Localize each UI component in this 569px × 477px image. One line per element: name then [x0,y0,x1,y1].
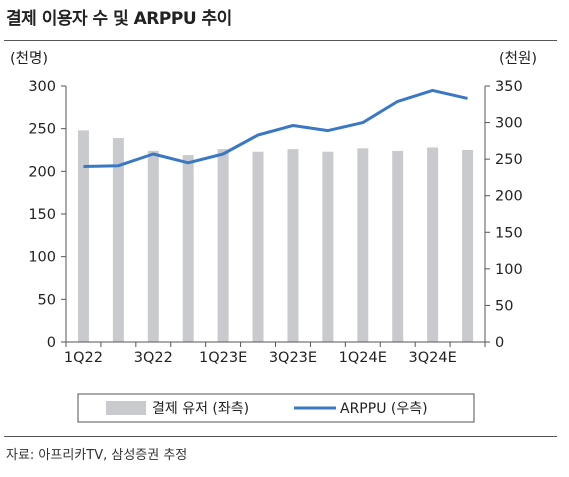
y-right-tick-label: 0 [495,335,504,351]
bar [147,150,159,342]
y-left-unit-label: (천명) [10,50,48,67]
y-left-tick-label: 150 [28,207,56,223]
x-tick-label: 1Q22 [64,350,103,366]
y-left-tick-label: 0 [47,335,56,351]
bar [392,150,404,342]
line-series [83,88,468,168]
y-right-tick-label: 250 [495,152,523,168]
y-left-ticks: 0 50 100 150 200 250 300 [28,79,66,351]
legend: 결제 유저 (좌측) ARPPU (우측) [77,393,475,423]
source-divider [4,436,557,437]
bar [217,149,229,342]
y-left-tick-label: 50 [38,292,56,308]
y-right-tick-label: 200 [495,189,523,205]
bar [357,148,369,342]
bar [287,149,299,342]
legend-bar-label: 결제 유저 (좌측) [152,401,249,417]
y-right-unit-label: (천원) [499,50,537,67]
legend-frame [77,393,475,423]
bar [182,155,194,342]
bar [322,151,334,342]
x-tick-label: 3Q22 [134,350,173,366]
axes [65,86,486,343]
x-tick-label: 3Q23E [269,350,317,366]
y-right-tick-label: 100 [495,262,523,278]
y-right-tick-label: 50 [495,298,513,314]
title-divider [4,40,557,41]
bar [252,151,264,342]
y-left-tick-label: 100 [28,250,56,266]
bar-series [77,130,474,342]
y-right-tick-label: 350 [495,79,523,95]
bar [462,150,474,342]
bar [77,130,89,342]
legend-bar-swatch [106,401,146,415]
arppu-line [83,88,468,168]
y-left-tick-label: 200 [28,164,56,180]
y-right-ticks: 0 50 100 150 200 250 300 350 [485,79,523,351]
bar [112,138,124,342]
y-left-tick-label: 250 [28,122,56,138]
y-right-tick-label: 150 [495,225,523,241]
y-right-tick-label: 300 [495,116,523,132]
chart-title: 결제 이용자 수 및 ARPPU 추이 [6,9,232,29]
x-tick-label: 3Q24E [408,350,456,366]
x-tick-label: 1Q24E [339,350,387,366]
y-left-tick-label: 300 [28,79,56,95]
x-tick-label: 1Q23E [199,350,247,366]
source-note: 자료: 아프리카TV, 삼성증권 추정 [6,448,188,463]
legend-line-label: ARPPU (우측) [340,401,428,417]
x-ticks: 1Q22 3Q22 1Q23E 3Q23E 1Q24E 3Q24E [64,342,486,366]
bar [427,147,439,342]
